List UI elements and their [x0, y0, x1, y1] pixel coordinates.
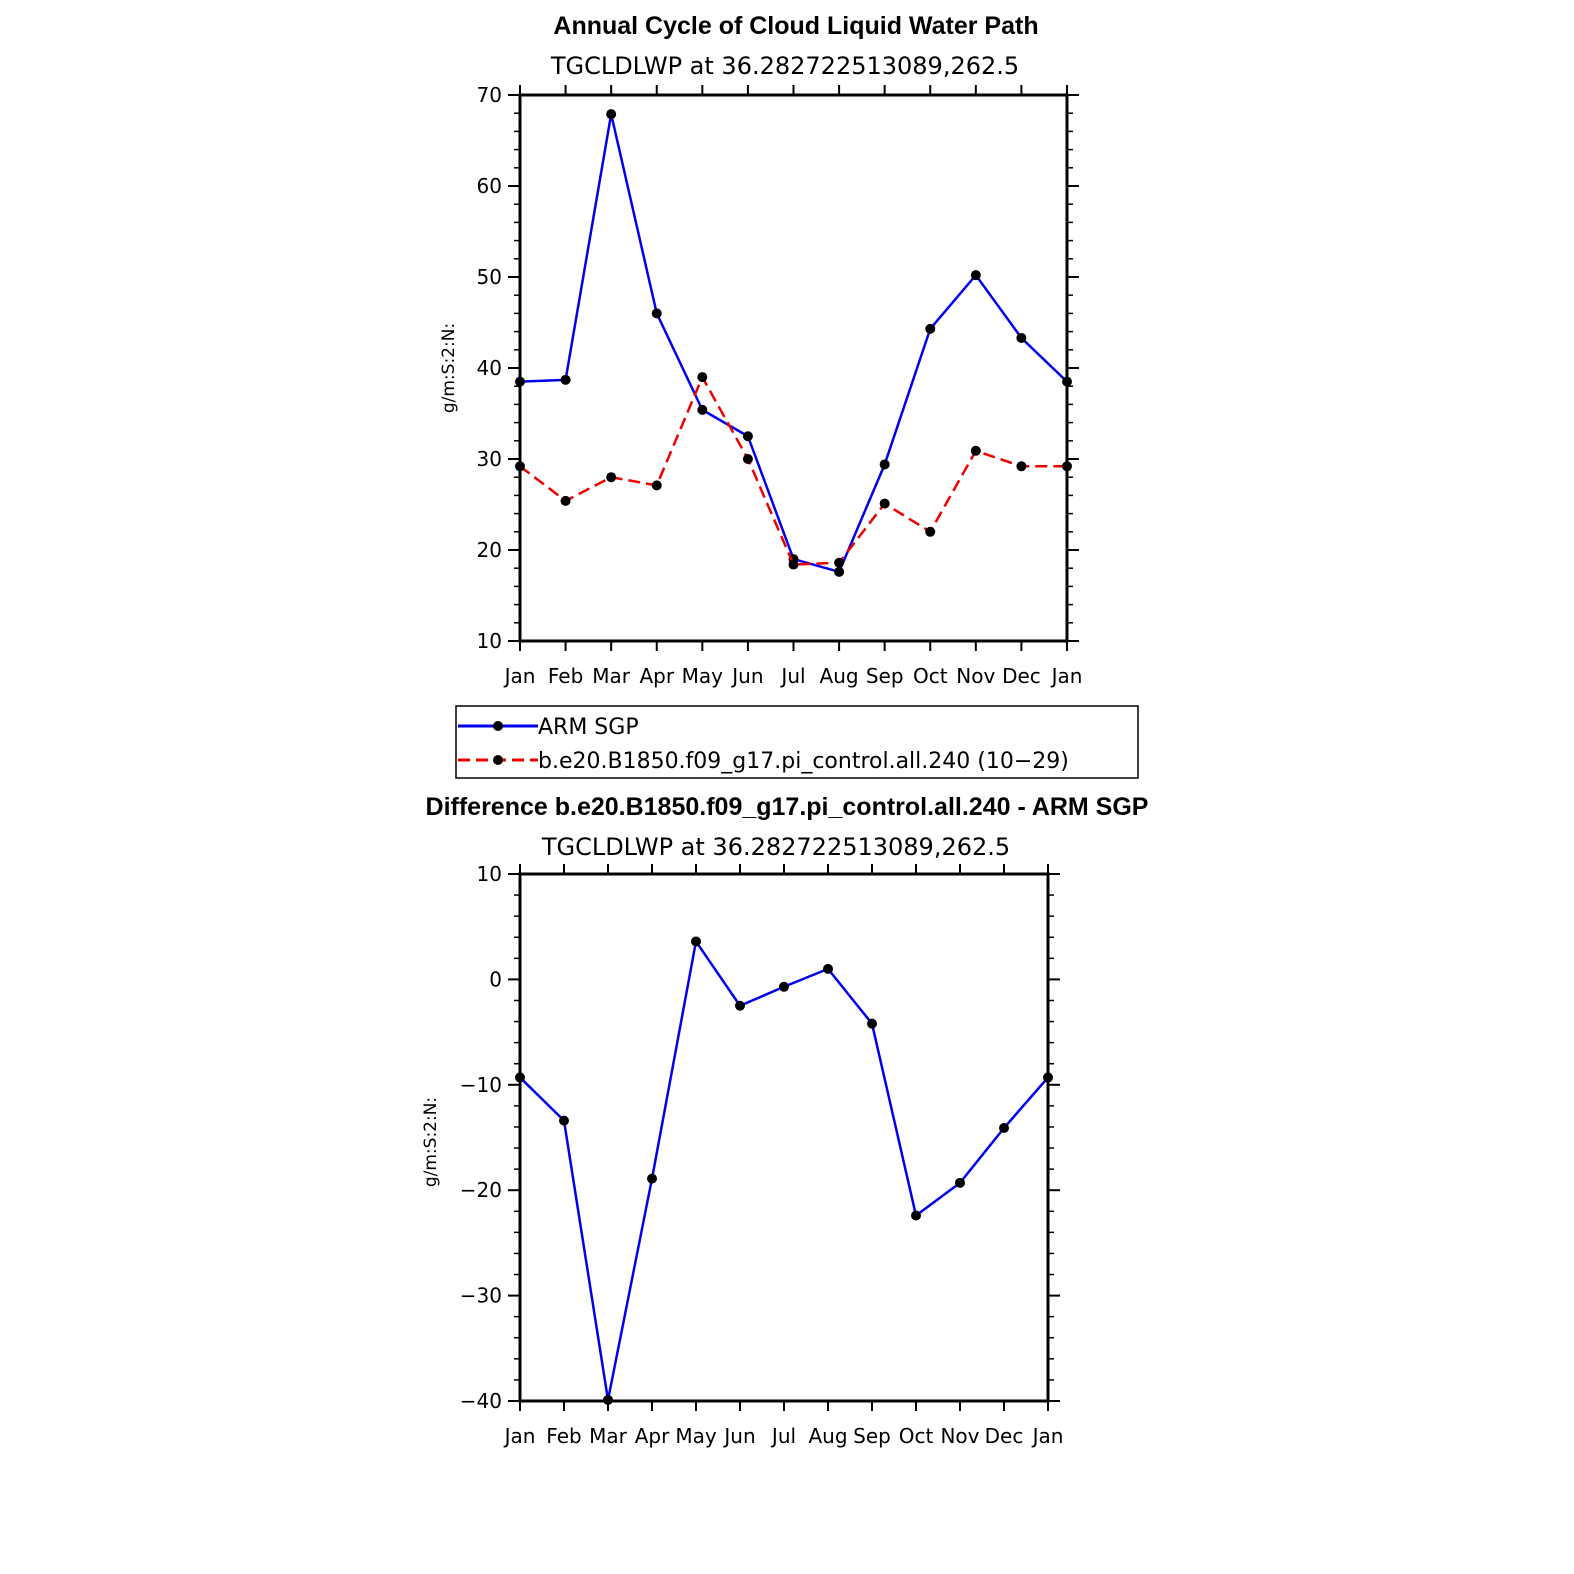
bottom-series-0-point: [559, 1115, 569, 1126]
bottom-series-0-point: [1043, 1072, 1053, 1083]
top-x-tick-label: Jan: [503, 664, 536, 688]
top-y-tick-label: 10: [477, 629, 502, 653]
top-x-tick-label: Aug: [820, 664, 859, 688]
top-series-1-point: [788, 559, 799, 570]
bottom-y-tick-label: −20: [460, 1178, 502, 1202]
top-y-tick-label: 60: [477, 174, 502, 198]
bottom-x-tick-label: Nov: [940, 1424, 979, 1448]
top-series-0-point: [1062, 376, 1072, 387]
top-series-1-point: [925, 526, 936, 537]
top-chart-title: Annual Cycle of Cloud Liquid Water Path: [553, 12, 1038, 40]
bottom-x-tick-label: Sep: [853, 1424, 891, 1448]
bottom-series-0-point: [779, 981, 789, 992]
top-y-tick-label: 30: [477, 447, 502, 471]
top-series-0-point: [742, 431, 753, 442]
bottom-x-tick-label: Mar: [589, 1424, 628, 1448]
bottom-x-tick-label: Oct: [899, 1424, 934, 1448]
top-series-1-point: [970, 445, 981, 456]
bottom-series-0-point: [691, 936, 701, 947]
legend-marker-model: [493, 755, 503, 765]
legend-box: [455, 705, 1139, 779]
legend-marker-arm-sgp: [493, 721, 503, 731]
top-series-0-point: [651, 308, 662, 319]
bottom-series-0-point: [515, 1072, 525, 1083]
bottom-plot-frame: [518, 872, 1050, 1403]
top-series-0-point: [879, 459, 890, 470]
legend: ARM SGP b.e20.B1850.f09_g17.pi_control.a…: [455, 705, 1139, 779]
top-series-0-point: [925, 323, 936, 334]
top-plot-area: Jan Feb Mar Apr May Jun Jul Aug Sep Oct Nov Dec Jan1…: [477, 83, 1083, 688]
bottom-plot-area: Jan Feb Mar Apr May Jun Jul Aug Sep Oct Nov Dec Jan−…: [460, 862, 1064, 1448]
legend-label-model: b.e20.B1850.f09_g17.pi_control.all.240 (…: [538, 749, 1069, 774]
top-series-line-0: [519, 112, 1068, 574]
bottom-x-tick-label: Apr: [635, 1424, 670, 1448]
bottom-series-0-point: [735, 1000, 745, 1011]
bottom-chart-subtitle: TGCLDLWP at 36.282722513089,262.5: [541, 833, 1010, 861]
bottom-y-tick-label: 10: [477, 862, 502, 886]
top-series-0-point: [970, 270, 981, 281]
top-x-tick-label: Apr: [639, 664, 674, 688]
top-x-tick-label: Jul: [779, 664, 805, 688]
bottom-y-tick-label: −10: [460, 1073, 502, 1097]
top-x-tick-label: May: [682, 664, 724, 688]
bottom-x-tick-label: Jun: [722, 1424, 755, 1448]
bottom-x-tick-label: Feb: [546, 1424, 581, 1448]
top-series-1-point: [1016, 461, 1027, 472]
top-series-0-point: [697, 404, 708, 415]
top-series-0-point: [560, 374, 571, 385]
top-series-0-point: [606, 109, 617, 120]
top-chart-subtitle: TGCLDLWP at 36.282722513089,262.5: [550, 52, 1019, 80]
top-chart-ylabel: g/m:S:2:N:: [439, 323, 459, 413]
bottom-y-tick-label: −40: [460, 1389, 502, 1413]
top-series-1-point: [697, 372, 708, 383]
bottom-x-tick-label: Aug: [808, 1424, 847, 1448]
top-series-1-point: [834, 557, 845, 568]
bottom-x-tick-label: May: [675, 1424, 717, 1448]
bottom-x-tick-label: Jan: [1031, 1424, 1064, 1448]
top-x-tick-label: Mar: [592, 664, 631, 688]
top-x-tick-label: Jan: [1050, 664, 1083, 688]
bottom-y-tick-label: 0: [489, 967, 502, 991]
top-x-tick-label: Sep: [866, 664, 904, 688]
top-series-0-point: [515, 376, 525, 387]
top-x-tick-label: Oct: [913, 664, 948, 688]
bottom-series-line-0: [519, 940, 1049, 1402]
top-series-1-point: [742, 454, 753, 464]
bottom-series-0-point: [603, 1394, 613, 1405]
top-series-1-point: [560, 495, 571, 506]
top-x-tick-label: Nov: [956, 664, 995, 688]
top-series-0-point: [1016, 332, 1027, 343]
bottom-series-0-point: [867, 1018, 877, 1029]
top-series-1-point: [1062, 461, 1072, 472]
top-y-tick-label: 40: [477, 356, 502, 380]
bottom-x-tick-label: Dec: [985, 1424, 1024, 1448]
bottom-series-0-point: [999, 1123, 1009, 1134]
bottom-chart-ylabel: g/m:S:2:N:: [421, 1097, 441, 1187]
top-x-tick-label: Feb: [548, 664, 583, 688]
bottom-series-0-point: [911, 1210, 921, 1221]
top-series-1-point: [879, 498, 890, 509]
bottom-chart-title: Difference b.e20.B1850.f09_g17.pi_contro…: [426, 793, 1149, 821]
top-series-0-point: [834, 566, 845, 577]
top-y-tick-label: 20: [477, 538, 502, 562]
top-series-line-1: [519, 375, 1067, 566]
top-y-tick-label: 70: [477, 83, 502, 107]
bottom-y-tick-label: −30: [460, 1284, 502, 1308]
top-series-1-point: [651, 480, 662, 491]
top-y-tick-label: 50: [477, 265, 502, 289]
top-x-tick-label: Dec: [1002, 664, 1041, 688]
legend-label-arm-sgp: ARM SGP: [538, 715, 639, 740]
bottom-series-0-point: [823, 963, 833, 974]
top-series-1-point: [606, 472, 617, 483]
bottom-series-0-point: [647, 1173, 657, 1184]
top-x-tick-label: Jun: [730, 664, 763, 688]
bottom-series-0-point: [955, 1177, 965, 1188]
bottom-x-tick-label: Jan: [503, 1424, 536, 1448]
top-series-1-point: [515, 461, 525, 472]
bottom-x-tick-label: Jul: [770, 1424, 796, 1448]
